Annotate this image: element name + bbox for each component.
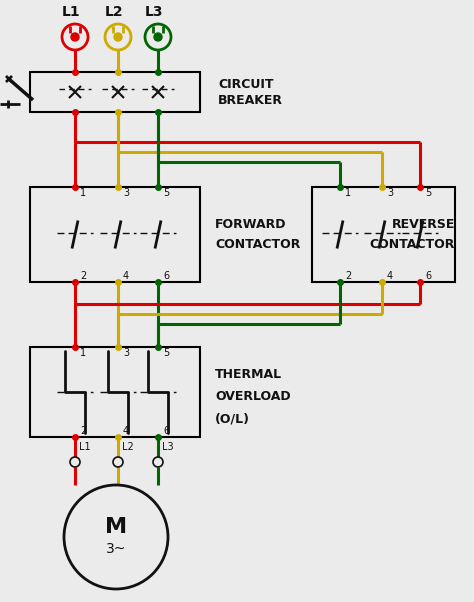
Text: THERMAL: THERMAL [215, 367, 282, 380]
Text: CONTACTOR: CONTACTOR [215, 238, 301, 250]
Bar [30, 347, 200, 437]
Circle shape [113, 457, 123, 467]
Text: OVERLOAD: OVERLOAD [215, 390, 291, 403]
Text: 1: 1 [80, 348, 86, 358]
Text: BREAKER: BREAKER [218, 93, 283, 107]
Text: 2: 2 [80, 426, 86, 436]
Text: 6: 6 [425, 271, 431, 281]
Text: L3: L3 [162, 442, 173, 452]
Bar [30, 72, 200, 112]
Circle shape [105, 24, 131, 50]
Bar [30, 187, 200, 282]
Bar [312, 187, 455, 282]
Text: L2: L2 [122, 442, 134, 452]
Text: 5: 5 [163, 348, 169, 358]
Text: L3: L3 [145, 5, 163, 19]
Text: M: M [105, 517, 127, 537]
Text: (O/L): (O/L) [215, 412, 250, 426]
Text: FORWARD: FORWARD [215, 219, 286, 232]
Circle shape [70, 457, 80, 467]
Text: 6: 6 [163, 271, 169, 281]
Text: 4: 4 [123, 271, 129, 281]
Circle shape [64, 485, 168, 589]
Text: 1: 1 [345, 188, 351, 198]
Text: 4: 4 [387, 271, 393, 281]
Text: 5: 5 [425, 188, 431, 198]
Circle shape [62, 24, 88, 50]
Text: CONTACTOR: CONTACTOR [370, 238, 455, 250]
Circle shape [71, 33, 79, 41]
Circle shape [114, 33, 122, 41]
Circle shape [153, 457, 163, 467]
Text: 2: 2 [345, 271, 351, 281]
Circle shape [145, 24, 171, 50]
Text: 3: 3 [123, 348, 129, 358]
Text: 1: 1 [80, 188, 86, 198]
Text: 4: 4 [123, 426, 129, 436]
Text: CIRCUIT: CIRCUIT [218, 78, 273, 90]
Text: REVERSE: REVERSE [392, 219, 455, 232]
Text: L2: L2 [105, 5, 123, 19]
Text: 5: 5 [163, 188, 169, 198]
Text: L1: L1 [62, 5, 80, 19]
Text: 2: 2 [80, 271, 86, 281]
Text: L1: L1 [79, 442, 91, 452]
Circle shape [154, 33, 162, 41]
Text: 3: 3 [387, 188, 393, 198]
Text: 6: 6 [163, 426, 169, 436]
Text: 3~: 3~ [106, 542, 126, 556]
Text: 3: 3 [123, 188, 129, 198]
